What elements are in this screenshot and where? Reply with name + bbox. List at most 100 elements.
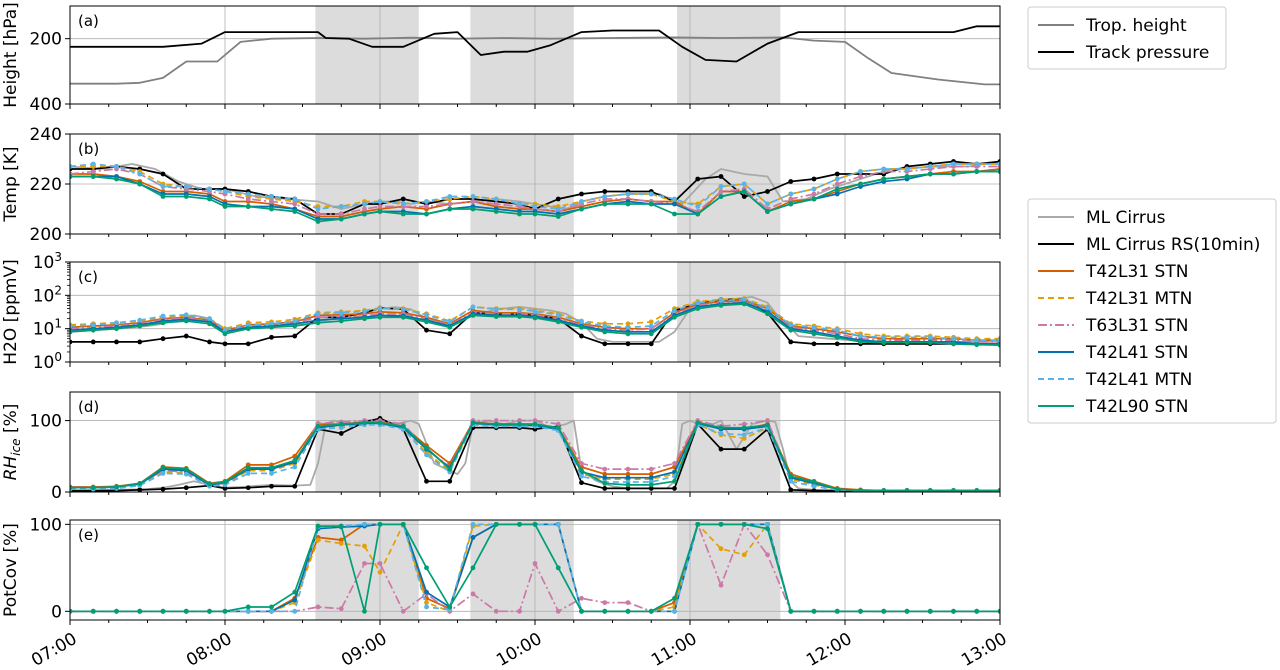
series-line-b-t42l31-mtn xyxy=(70,163,1000,208)
data-point xyxy=(858,174,863,179)
data-point xyxy=(70,323,73,329)
data-point xyxy=(834,181,840,187)
data-point xyxy=(447,324,453,330)
y-tick-label: 240 xyxy=(30,125,62,145)
data-point xyxy=(90,327,96,333)
data-point xyxy=(114,326,119,332)
legend-label: T42L31 MTN xyxy=(1085,289,1192,309)
data-point xyxy=(222,486,228,491)
data-point xyxy=(269,324,274,330)
data-point xyxy=(741,446,747,452)
data-point xyxy=(532,211,538,217)
data-point xyxy=(858,181,863,187)
series-line-c-t42l41-stn xyxy=(70,301,1000,345)
data-point xyxy=(362,521,367,527)
data-point xyxy=(834,334,840,340)
data-point xyxy=(858,488,863,492)
data-point xyxy=(881,166,887,172)
data-point xyxy=(718,425,724,431)
data-point xyxy=(70,329,73,335)
data-point xyxy=(927,334,933,340)
data-point xyxy=(625,466,631,472)
data-point xyxy=(493,314,499,320)
data-point xyxy=(137,481,143,486)
data-point xyxy=(183,471,189,477)
data-point xyxy=(160,471,166,476)
data-point xyxy=(517,521,522,527)
data-point xyxy=(183,312,189,318)
data-point xyxy=(447,478,453,484)
data-point xyxy=(904,334,910,340)
data-point xyxy=(974,337,980,343)
series-line-c-t42l31-stn xyxy=(70,299,1000,342)
data-point xyxy=(625,341,631,347)
data-point xyxy=(997,169,1000,174)
data-point xyxy=(579,480,584,486)
panel-a: 400 200 (a) Height [hPa] xyxy=(1,2,1001,115)
data-point xyxy=(377,204,383,209)
data-point xyxy=(470,199,476,204)
shaded-interval-e-2 xyxy=(677,520,781,620)
data-point xyxy=(207,339,212,345)
data-point xyxy=(292,597,298,603)
y-tick-label: 200 xyxy=(30,225,62,245)
data-point xyxy=(160,336,166,342)
data-point xyxy=(881,334,887,340)
x-tick-label: 08:00 xyxy=(183,629,235,670)
data-point xyxy=(602,341,608,347)
data-point xyxy=(207,608,212,614)
panel-letter-c: (c) xyxy=(78,268,98,286)
data-point xyxy=(904,174,910,179)
data-point xyxy=(493,418,499,423)
data-point xyxy=(470,565,476,571)
data-point xyxy=(137,487,143,492)
data-point xyxy=(114,164,119,169)
data-point xyxy=(338,541,344,546)
data-point xyxy=(718,546,724,552)
data-point xyxy=(648,319,654,325)
data-point xyxy=(579,333,584,339)
data-point xyxy=(245,326,251,332)
data-point xyxy=(648,608,654,614)
data-point xyxy=(377,420,383,426)
data-point xyxy=(648,201,654,207)
data-point xyxy=(338,537,344,543)
data-point xyxy=(377,306,383,311)
y-tick-label: 101 xyxy=(33,317,62,340)
data-point xyxy=(70,608,73,614)
data-point xyxy=(292,196,298,202)
data-point xyxy=(183,608,189,614)
series-group-a xyxy=(70,25,1000,86)
data-point xyxy=(470,304,476,310)
data-point xyxy=(160,486,166,492)
data-point xyxy=(672,211,677,217)
data-point xyxy=(927,608,933,614)
data-point xyxy=(90,485,96,491)
data-point xyxy=(292,608,298,614)
data-point xyxy=(447,206,453,212)
data-point xyxy=(70,485,73,491)
data-point xyxy=(207,186,212,192)
data-point xyxy=(269,334,274,340)
legend-label: T42L41 STN xyxy=(1085,343,1188,363)
series-line-b-ml-cirrus-rs-10min- xyxy=(70,160,1000,215)
data-point xyxy=(517,201,522,207)
data-point xyxy=(400,608,406,614)
data-point xyxy=(927,488,933,492)
data-point xyxy=(648,475,654,481)
data-point xyxy=(741,436,747,441)
data-point xyxy=(555,312,561,318)
legend-label: T63L31 STN xyxy=(1085,316,1188,336)
data-point xyxy=(834,191,840,197)
shaded-interval-d-1 xyxy=(470,392,574,492)
data-point xyxy=(269,608,274,614)
data-point xyxy=(90,322,96,328)
data-point xyxy=(718,431,724,436)
data-point xyxy=(424,452,429,458)
x-tick-label: 10:00 xyxy=(493,629,545,670)
data-point xyxy=(695,306,701,311)
data-point xyxy=(695,204,701,209)
data-point xyxy=(160,184,166,189)
data-point xyxy=(160,608,166,614)
data-point xyxy=(811,608,817,614)
